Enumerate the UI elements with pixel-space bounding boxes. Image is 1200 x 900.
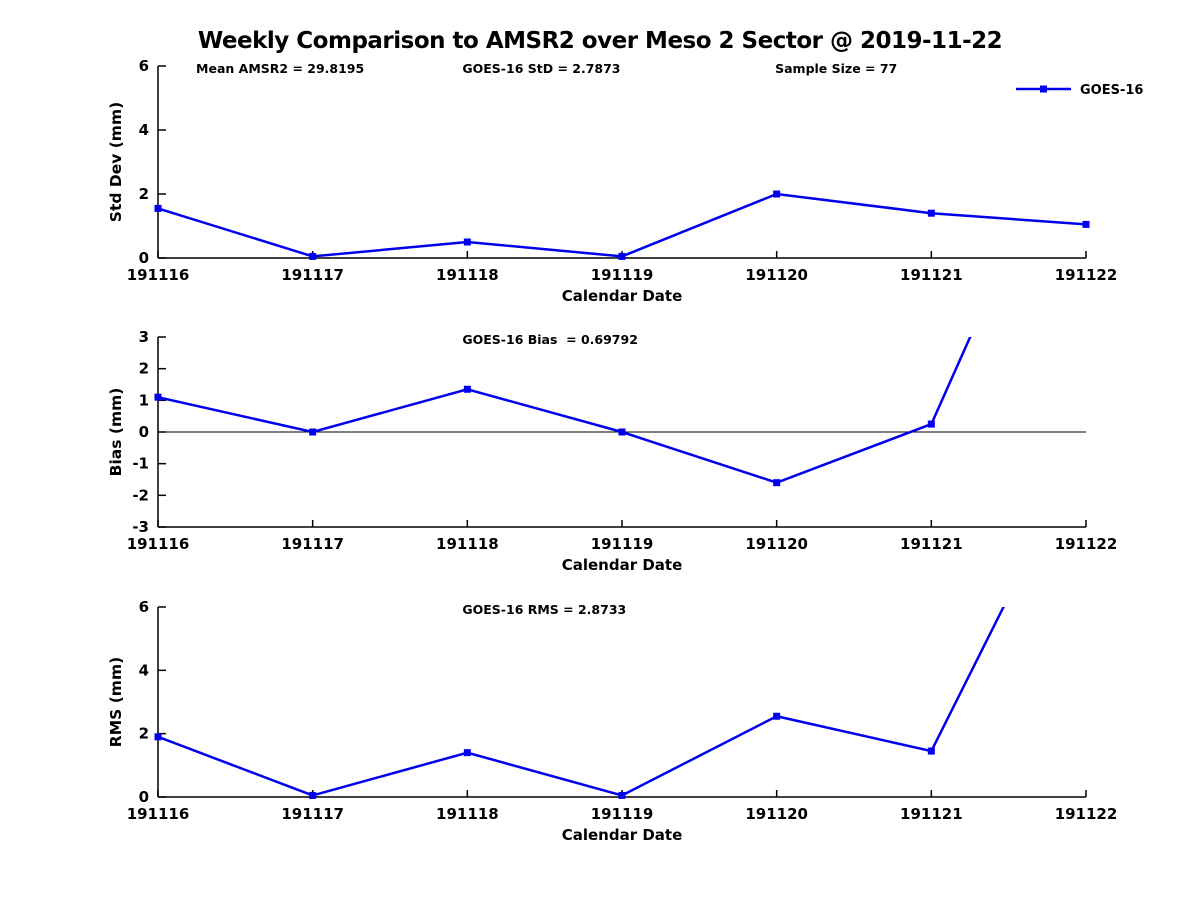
annotation: Sample Size = 77 [775, 61, 897, 76]
y-tick-label: 0 [139, 423, 149, 441]
y-tick-label: 4 [139, 661, 149, 679]
y-tick-label: 3 [139, 328, 149, 346]
annotation: GOES-16 RMS = 2.8733 [462, 602, 626, 617]
x-tick-label: 191122 [1055, 805, 1118, 823]
y-tick-label: -2 [132, 486, 149, 504]
data-marker [618, 252, 626, 260]
x-tick-label: 191122 [1055, 266, 1118, 284]
x-tick-label: 191116 [127, 805, 190, 823]
x-tick-label: 191118 [436, 805, 499, 823]
y-tick-label: 2 [139, 360, 149, 378]
y-axis-label: Bias (mm) [107, 388, 125, 477]
x-tick-label: 191117 [281, 266, 344, 284]
y-tick-label: 6 [139, 57, 149, 75]
x-tick-label: 191116 [127, 535, 190, 553]
series-line-goes-16 [158, 192, 1086, 258]
y-tick-label: 0 [139, 249, 149, 267]
data-marker [309, 791, 317, 799]
x-tick-label: 191118 [436, 266, 499, 284]
y-tick-label: 4 [139, 121, 149, 139]
y-tick-label: -3 [132, 518, 149, 536]
data-marker [927, 209, 935, 217]
x-tick-label: 191121 [900, 535, 963, 553]
y-tick-label: 6 [139, 598, 149, 616]
legend-marker [1040, 85, 1047, 93]
y-tick-label: 0 [139, 788, 149, 806]
x-tick-label: 191119 [591, 535, 654, 553]
annotation: Mean AMSR2 = 29.8195 [196, 61, 364, 76]
x-tick-label: 191120 [745, 535, 808, 553]
x-tick-label: 191117 [281, 805, 344, 823]
series-line-goes-16 [158, 607, 1005, 797]
data-marker [927, 420, 935, 428]
y-tick-label: 2 [139, 725, 149, 743]
y-axis-label: Std Dev (mm) [107, 102, 125, 222]
x-tick-label: 191121 [900, 266, 963, 284]
data-marker [154, 204, 162, 212]
x-tick-label: 191118 [436, 535, 499, 553]
legend: GOES-16 [1016, 83, 1143, 98]
subplot-rms: 191116 191117 191118 191119 191120 191121 1911… [107, 598, 1118, 844]
x-tick-label: 191119 [591, 805, 654, 823]
data-marker [463, 749, 471, 757]
x-axis-label: Calendar Date [562, 556, 683, 574]
annotation: GOES-16 StD = 2.7873 [462, 61, 620, 76]
chart-title: Weekly Comparison to AMSR2 over Meso 2 S… [197, 28, 1003, 54]
y-tick-label: -1 [132, 455, 149, 473]
y-tick-label: 1 [139, 391, 149, 409]
data-marker [309, 428, 317, 436]
data-marker [773, 479, 781, 487]
subplot-std-dev: 191116 191117 191118 191119 191120 191121 1911… [107, 57, 1143, 305]
x-tick-label: 191116 [127, 266, 190, 284]
x-axis-label: Calendar Date [562, 826, 683, 844]
data-marker [309, 252, 317, 260]
x-tick-label: 191120 [745, 266, 808, 284]
subplot-bias: 191116 191117 191118 191119 191120 191121 1911… [107, 328, 1118, 574]
data-marker [618, 428, 626, 436]
x-tick-label: 191120 [745, 805, 808, 823]
y-tick-label: 2 [139, 185, 149, 203]
legend-label: GOES-16 [1080, 83, 1143, 98]
x-axis-label: Calendar Date [562, 287, 683, 305]
x-tick-label: 191117 [281, 535, 344, 553]
data-marker [154, 393, 162, 401]
data-marker [463, 385, 471, 393]
data-marker [773, 712, 781, 720]
data-marker [1082, 220, 1090, 228]
y-axis-label: RMS (mm) [107, 657, 125, 747]
data-marker [618, 791, 626, 799]
data-marker [463, 238, 471, 246]
x-tick-label: 191121 [900, 805, 963, 823]
data-marker [773, 190, 781, 198]
data-marker [927, 747, 935, 755]
annotation: GOES-16 Bias = 0.69792 [462, 332, 638, 347]
data-marker [154, 733, 162, 741]
x-tick-label: 191122 [1055, 535, 1118, 553]
x-tick-label: 191119 [591, 266, 654, 284]
